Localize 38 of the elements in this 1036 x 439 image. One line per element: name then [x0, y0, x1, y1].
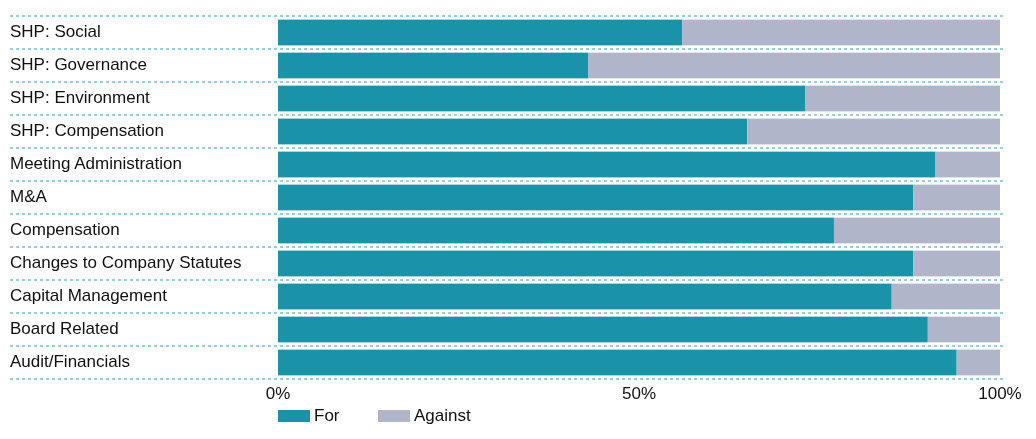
bar — [588, 52, 1000, 79]
bar — [278, 19, 683, 46]
bar — [891, 283, 1000, 310]
bar — [956, 349, 1000, 376]
y-tick-label: Changes to Company Statutes — [10, 252, 242, 272]
y-tick-label: SHP: Social — [10, 21, 101, 41]
y-tick-label: SHP: Governance — [10, 54, 148, 74]
bar — [278, 349, 957, 376]
bar — [278, 250, 914, 277]
bar — [833, 217, 1000, 244]
bar — [913, 184, 1000, 211]
y-tick-label: SHP: Environment — [10, 87, 151, 107]
y-tick-label: Capital Management — [10, 285, 168, 305]
bar — [278, 151, 936, 178]
bar — [927, 316, 1000, 343]
y-tick-label: Board Related — [10, 318, 119, 338]
bar — [935, 151, 1000, 178]
bar — [278, 316, 928, 343]
y-tick-label: Compensation — [10, 219, 120, 239]
bar — [278, 52, 589, 79]
y-tick-label: M&A — [10, 186, 48, 206]
bar — [278, 217, 834, 244]
bar — [278, 118, 748, 145]
y-tick-label: SHP: Compensation — [10, 120, 165, 140]
legend-label: For — [314, 406, 340, 425]
bar — [682, 19, 1000, 46]
y-tick-label: Audit/Financials — [10, 351, 131, 371]
x-tick-label: 0% — [265, 384, 291, 403]
bar — [747, 118, 1000, 145]
y-tick-label: Meeting Administration — [10, 153, 182, 173]
bar — [913, 250, 1000, 277]
legend-label: Against — [414, 406, 471, 425]
bar — [805, 85, 1000, 112]
x-tick-label: 100% — [978, 384, 1022, 403]
x-tick-label: 50% — [621, 384, 657, 403]
bar — [278, 283, 892, 310]
bar — [278, 85, 806, 112]
bar — [278, 184, 914, 211]
